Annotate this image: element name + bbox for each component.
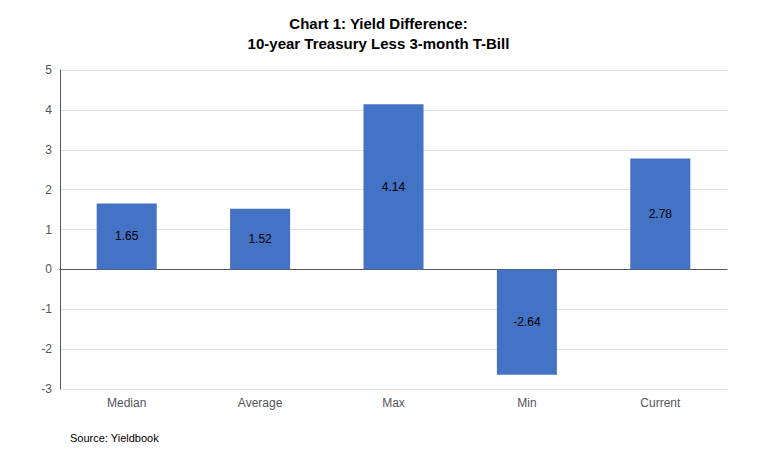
svg-text:-2: -2 [41,342,52,356]
svg-text:Max: Max [382,396,405,410]
svg-text:Source: Yieldbook: Source: Yieldbook [70,432,159,444]
svg-text:-1: -1 [41,302,52,316]
svg-text:5: 5 [45,63,52,77]
svg-text:10-year Treasury Less 3-month: 10-year Treasury Less 3-month T-Bill [248,35,510,52]
svg-text:Median: Median [107,396,146,410]
svg-text:2.78: 2.78 [649,207,673,221]
svg-text:1: 1 [45,223,52,237]
svg-text:Min: Min [517,396,536,410]
svg-text:1.52: 1.52 [248,232,272,246]
svg-text:1.65: 1.65 [115,229,139,243]
svg-text:3: 3 [45,143,52,157]
svg-text:Average: Average [238,396,283,410]
svg-text:0: 0 [45,262,52,276]
svg-text:4: 4 [45,103,52,117]
svg-text:-3: -3 [41,382,52,396]
svg-text:Chart 1: Yield Difference:: Chart 1: Yield Difference: [289,15,467,32]
svg-text:Current: Current [640,396,681,410]
svg-text:4.14: 4.14 [382,180,406,194]
svg-text:2: 2 [45,183,52,197]
svg-text:-2.64: -2.64 [513,315,541,329]
